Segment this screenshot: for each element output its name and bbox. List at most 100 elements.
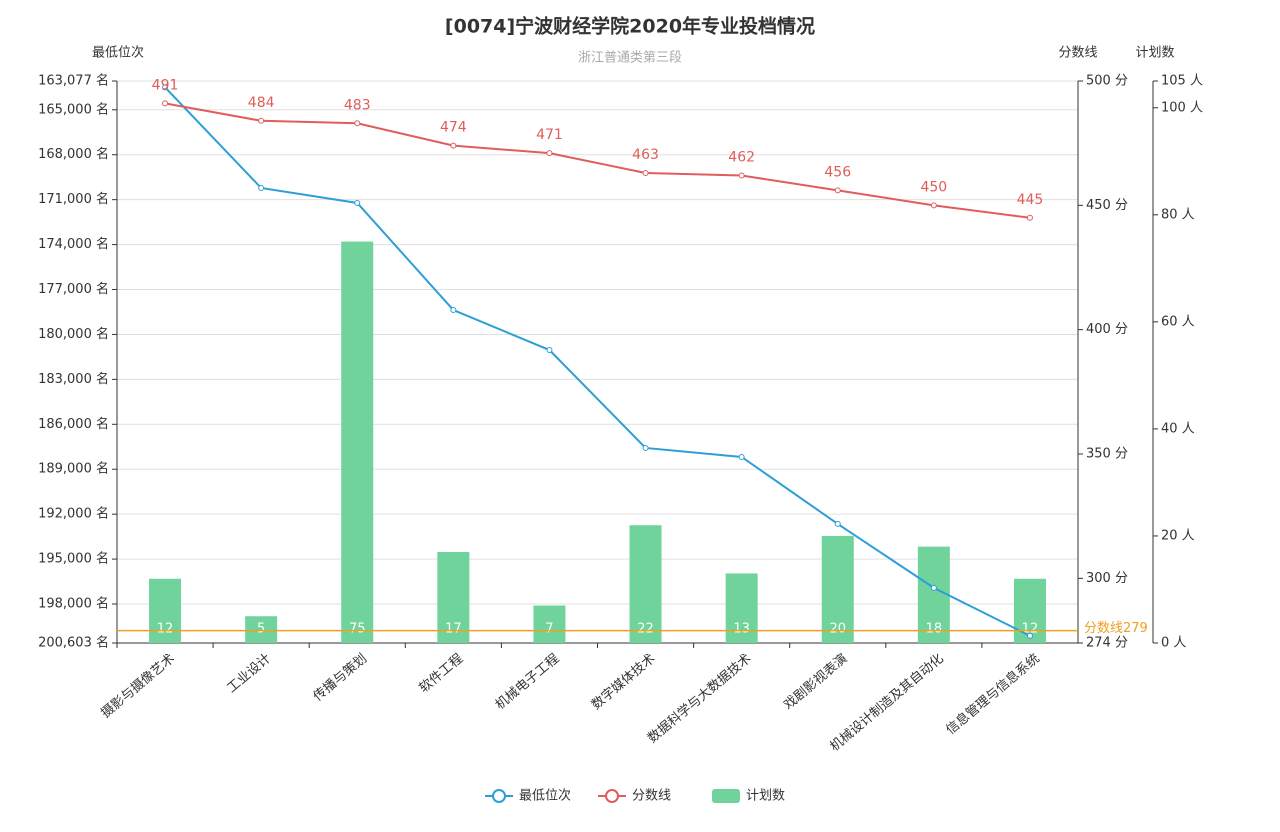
y-tick-label: 198,000 名 (38, 596, 109, 612)
bar (917, 546, 950, 643)
bar (341, 241, 374, 644)
legend-marker (492, 789, 506, 803)
x-tick-label: 戏剧影视表演 (781, 650, 851, 712)
legend-label: 计划数 (746, 789, 785, 804)
point (450, 307, 457, 314)
y3-tick-label: 0 人 (1161, 636, 1186, 651)
y-tick-label: 183,000 名 (38, 371, 109, 387)
y-tick-label: 174,000 名 (38, 236, 109, 252)
point (258, 184, 265, 191)
x-tick-label: 工业设计 (224, 651, 273, 696)
chart-title: [0074]宁波财经学院2020年专业投档情况 (445, 15, 815, 38)
y-tick-label: 165,000 名 (38, 101, 109, 117)
y-tick-label: 163,077 名 (38, 73, 109, 89)
bar-value-label: 18 (926, 622, 943, 637)
bar (629, 525, 662, 643)
point (258, 117, 265, 124)
point (642, 170, 649, 177)
y3-tick-label: 40 人 (1161, 421, 1195, 436)
point (354, 199, 361, 206)
point-value-label: 463 (632, 147, 659, 163)
bar (725, 573, 758, 643)
point-value-label: 450 (920, 179, 947, 195)
bar (437, 552, 470, 643)
point-value-label: 445 (1017, 192, 1044, 208)
y-tick-label: 195,000 名 (38, 551, 109, 567)
y2-tick-label: 450 分 (1086, 198, 1128, 213)
bar-value-label: 12 (157, 622, 174, 637)
bar (245, 616, 278, 643)
point (834, 520, 841, 527)
legend-marker (712, 789, 740, 803)
legend-label: 最低位次 (519, 788, 571, 804)
x-tick-label: 机械电子工程 (493, 651, 562, 713)
point (1026, 214, 1033, 221)
point (1026, 632, 1033, 639)
point-value-label: 462 (728, 149, 755, 165)
point-value-label: 484 (248, 95, 275, 111)
y3-tick-label: 20 人 (1161, 528, 1195, 543)
legend-label: 分数线 (632, 789, 671, 804)
bar (149, 578, 182, 643)
y2-tick-label: 300 分 (1086, 571, 1128, 586)
point (450, 142, 457, 149)
point-value-label: 471 (536, 127, 563, 143)
y-tick-label: 171,000 名 (38, 191, 109, 207)
chart-subtitle: 浙江普通类第三段 (578, 51, 682, 66)
bar-value-label: 20 (829, 622, 846, 637)
point-value-label: 474 (440, 120, 467, 136)
bar (821, 535, 854, 643)
x-tick-label: 数据科学与大数据技术 (645, 650, 755, 746)
y3-tick-label: 100 人 (1161, 100, 1203, 115)
y-tick-label: 189,000 名 (38, 461, 109, 477)
y-tick-label: 186,000 名 (38, 416, 109, 432)
y3-tick-label: 80 人 (1161, 207, 1195, 222)
line (164, 102, 1031, 219)
point (930, 584, 937, 591)
x-tick-label: 信息管理与信息系统 (943, 650, 1043, 737)
point-value-label: 483 (344, 97, 371, 113)
point (738, 453, 745, 460)
point-value-label: 456 (824, 164, 851, 180)
bar-value-label: 17 (445, 622, 462, 637)
point (834, 187, 841, 194)
x-tick-label: 摄影与摄像艺术 (99, 651, 178, 721)
point (354, 120, 361, 127)
y2-tick-label: 400 分 (1086, 322, 1128, 337)
y3-tick-label: 60 人 (1161, 314, 1195, 329)
y-axis-name: 最低位次 (92, 45, 144, 61)
point (162, 84, 169, 91)
point (642, 444, 649, 451)
y2-axis-name: 分数线 (1058, 46, 1097, 61)
bar-value-label: 5 (257, 622, 265, 637)
bar (1013, 578, 1046, 643)
line (164, 86, 1031, 637)
x-tick-label: 传播与策划 (310, 650, 370, 704)
point (546, 150, 553, 157)
bar-value-label: 7 (545, 622, 553, 637)
point (930, 202, 937, 209)
bar-value-label: 13 (733, 622, 750, 637)
y3-axis-name: 计划数 (1135, 46, 1174, 61)
bar-value-label: 22 (637, 622, 654, 637)
y-tick-label: 200,603 名 (38, 635, 109, 651)
y-tick-label: 177,000 名 (38, 281, 109, 297)
y-tick-label: 192,000 名 (38, 506, 109, 522)
y2-tick-label: 500 分 (1086, 74, 1128, 89)
point (546, 347, 553, 354)
y-tick-label: 168,000 名 (38, 146, 109, 162)
x-tick-label: 数字媒体技术 (589, 651, 658, 713)
bar (533, 605, 566, 643)
point-value-label: 491 (152, 77, 179, 93)
y-tick-label: 180,000 名 (38, 326, 109, 342)
legend-marker (605, 789, 619, 803)
mark-line-label: 分数线279 (1084, 621, 1148, 636)
point (738, 172, 745, 179)
x-tick-label: 软件工程 (417, 651, 466, 696)
point (162, 100, 169, 107)
y3-tick-label: 105 人 (1161, 74, 1203, 89)
bar-value-label: 75 (349, 622, 366, 637)
y2-tick-label: 274 分 (1086, 636, 1128, 651)
y2-tick-label: 350 分 (1086, 447, 1128, 462)
